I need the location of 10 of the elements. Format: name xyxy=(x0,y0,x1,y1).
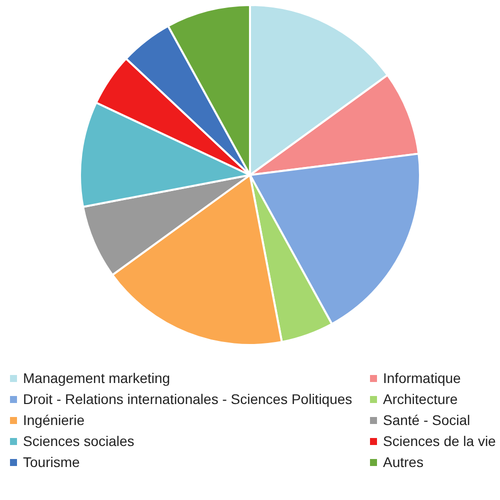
legend-label: Autres xyxy=(383,454,424,470)
legend-label: Sciences sociales xyxy=(23,433,134,449)
legend-label: Droit - Relations internationales - Sciences Politiques xyxy=(23,391,352,407)
legend-label: Santé - Social xyxy=(383,412,470,428)
legend-label: Sciences de la vie xyxy=(383,433,496,449)
legend-label: Ingénierie xyxy=(23,412,84,428)
legend-label: Architecture xyxy=(383,391,458,407)
legend-label: Informatique xyxy=(383,370,461,386)
legend-label: Management marketing xyxy=(23,370,170,386)
legend-label: Tourisme xyxy=(23,454,80,470)
